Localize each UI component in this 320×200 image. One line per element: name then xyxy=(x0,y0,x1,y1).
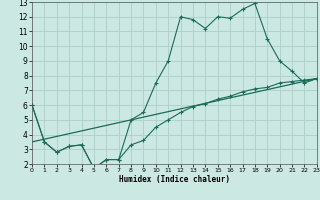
X-axis label: Humidex (Indice chaleur): Humidex (Indice chaleur) xyxy=(119,175,230,184)
